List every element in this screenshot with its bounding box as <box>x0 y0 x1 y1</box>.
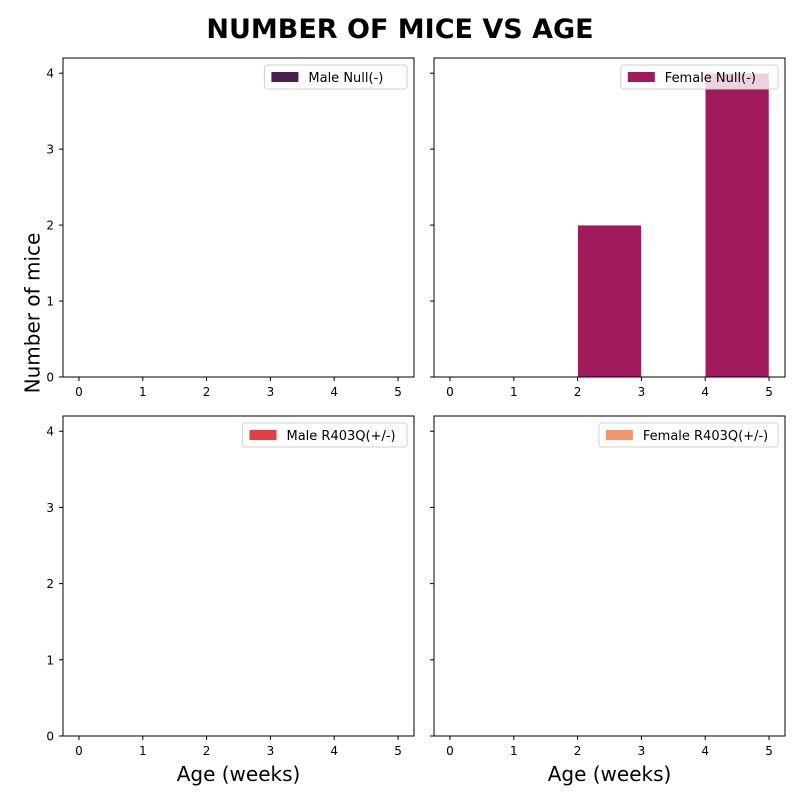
legend: Female Null(-) <box>620 64 779 90</box>
bar-2-3 <box>577 224 642 378</box>
x-tick-label: 2 <box>574 744 582 758</box>
legend-swatch <box>605 430 633 440</box>
x-tick-label: 1 <box>510 744 518 758</box>
y-tick-label: 1 <box>46 295 54 309</box>
x-tick-label: 4 <box>330 385 338 399</box>
chart-panels: 0 1 2 3 4 5 0 1 2 3 4 Male Null(-) 0 1 2 3 4 5 Female Null… <box>46 57 786 786</box>
x-tick-label: 0 <box>75 744 83 758</box>
y-tick-label: 4 <box>46 67 54 81</box>
y-tick-label: 2 <box>46 577 54 591</box>
x-tick-label: 0 <box>446 744 454 758</box>
y-tick-label: 2 <box>46 219 54 233</box>
x-tick-label: 4 <box>701 385 709 399</box>
axes-frame <box>62 57 415 378</box>
legend-swatch <box>271 72 299 82</box>
x-tick-label: 4 <box>701 744 709 758</box>
x-tick-label: 5 <box>394 385 402 399</box>
legend-label: Male Null(-) <box>308 71 383 86</box>
x-tick-label: 1 <box>139 385 147 399</box>
y-axis-title: Number of mice <box>21 233 45 394</box>
legend: Male R403Q(+/-) <box>242 422 408 448</box>
legend-swatch <box>249 430 277 440</box>
x-tick-label: 3 <box>638 385 646 399</box>
panel-3: 0 1 2 3 4 5 0 1 2 3 4 Age (weeks) Male R403Q(+/-) <box>46 415 415 786</box>
panel-1: 0 1 2 3 4 5 0 1 2 3 4 Male Null(-) <box>46 57 415 399</box>
legend-swatch <box>627 72 655 82</box>
axes-frame <box>62 415 415 737</box>
panel-2: 0 1 2 3 4 5 Female Null(-) <box>430 57 786 399</box>
x-tick-label: 3 <box>267 385 275 399</box>
x-tick-label: 2 <box>203 744 211 758</box>
chart-title: NUMBER OF MICE VS AGE <box>206 14 593 45</box>
x-axis-title: Age (weeks) <box>177 762 301 786</box>
x-tick-label: 0 <box>446 385 454 399</box>
y-tick-label: 0 <box>46 371 54 385</box>
bar-4-5 <box>704 72 770 378</box>
x-tick-label: 5 <box>765 744 773 758</box>
legend-label: Female Null(-) <box>665 71 756 86</box>
x-tick-label: 2 <box>574 385 582 399</box>
x-tick-label: 0 <box>75 385 83 399</box>
y-tick-label: 0 <box>46 730 54 744</box>
y-tick-label: 3 <box>46 143 54 157</box>
legend: Female R403Q(+/-) <box>598 422 779 448</box>
axes-frame <box>433 57 786 378</box>
legend-box <box>242 422 408 448</box>
y-tick-label: 1 <box>46 653 54 667</box>
x-axis-title: Age (weeks) <box>548 762 672 786</box>
x-tick-label: 1 <box>139 744 147 758</box>
x-tick-label: 4 <box>330 744 338 758</box>
x-tick-label: 1 <box>510 385 518 399</box>
legend-label: Male R403Q(+/-) <box>287 429 396 444</box>
legend-box <box>620 64 779 90</box>
legend: Male Null(-) <box>263 64 408 90</box>
panel-4: 0 1 2 3 4 5 Age (weeks) Female R403Q(+/-) <box>430 415 786 786</box>
x-tick-label: 3 <box>267 744 275 758</box>
x-tick-label: 3 <box>638 744 646 758</box>
legend-box <box>598 422 779 448</box>
legend-label: Female R403Q(+/-) <box>643 429 768 444</box>
y-tick-label: 3 <box>46 501 54 515</box>
legend-box <box>263 64 408 90</box>
axes-frame <box>433 415 786 737</box>
x-tick-label: 5 <box>765 385 773 399</box>
x-tick-label: 5 <box>394 744 402 758</box>
y-tick-label: 4 <box>46 425 54 439</box>
x-tick-label: 2 <box>203 385 211 399</box>
